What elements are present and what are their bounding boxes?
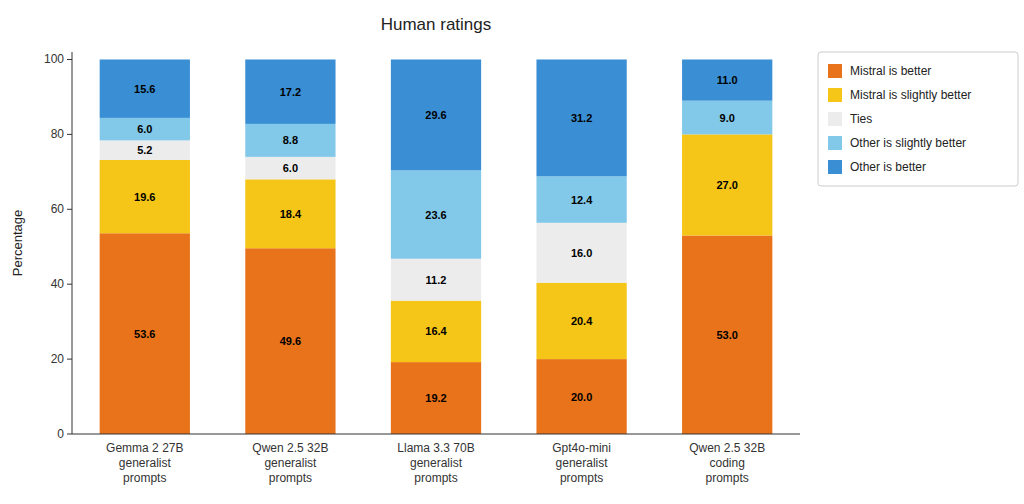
chart-svg: Human ratings 53.6 49.6 19.2 20.0 53.0 19.6 18.… bbox=[0, 0, 1024, 504]
data-label: 8.8 bbox=[283, 134, 298, 146]
data-label: 11.0 bbox=[717, 74, 738, 86]
bar-segment bbox=[682, 236, 772, 434]
bar-segment bbox=[245, 157, 335, 179]
bar-segment bbox=[245, 248, 335, 434]
bar-segment bbox=[391, 362, 481, 434]
bar-segment bbox=[682, 59, 772, 100]
data-label: 15.6 bbox=[134, 83, 155, 95]
legend-label: Other is better bbox=[850, 160, 926, 174]
legend-swatch bbox=[828, 64, 842, 78]
y-tick bbox=[67, 359, 72, 360]
y-tick bbox=[67, 134, 72, 135]
x-tick-label: Qwen 2.5 32Bcodingprompts bbox=[689, 441, 765, 485]
data-label: 16.4 bbox=[425, 325, 447, 337]
data-label: 23.6 bbox=[425, 209, 446, 221]
y-tick-label: 20 bbox=[51, 352, 65, 366]
bar-segment bbox=[100, 233, 190, 434]
data-label: 27.0 bbox=[716, 179, 737, 191]
data-label: 29.6 bbox=[425, 109, 446, 121]
data-labels: 53.6 49.6 19.2 20.0 53.0 19.6 18.4 16.4 20.4 27.0… bbox=[134, 74, 738, 404]
y-axis-label: Percentage bbox=[10, 210, 25, 277]
y-tick bbox=[67, 284, 72, 285]
data-label: 31.2 bbox=[571, 112, 592, 124]
y-tick bbox=[67, 434, 72, 435]
data-label: 5.2 bbox=[137, 144, 152, 156]
data-label: 49.6 bbox=[280, 335, 301, 347]
axes: 0 20 40 60 80 100 Gemma 2 27Bgeneralistprompts… bbox=[44, 52, 800, 485]
x-tick-label: Qwen 2.5 32Bgeneralistprompts bbox=[252, 441, 328, 485]
data-label: 20.0 bbox=[571, 391, 592, 403]
chart-container: Human ratings 53.6 49.6 19.2 20.0 53.0 19.6 18.… bbox=[0, 0, 1024, 504]
legend-label: Mistral is better bbox=[850, 64, 931, 78]
bar-segment bbox=[391, 301, 481, 362]
x-tick-label: Gemma 2 27Bgeneralistprompts bbox=[106, 441, 183, 485]
data-label: 17.2 bbox=[280, 86, 301, 98]
x-tick-label: Llama 3.3 70Bgeneralistprompts bbox=[397, 441, 474, 485]
chart-title: Human ratings bbox=[381, 15, 492, 34]
bar-segment bbox=[100, 140, 190, 159]
data-label: 11.2 bbox=[426, 274, 447, 286]
bar-segment bbox=[536, 223, 626, 283]
bar-segment bbox=[245, 59, 335, 123]
bar-segment bbox=[536, 359, 626, 434]
legend-swatch bbox=[828, 136, 842, 150]
legend-label: Mistral is slightly better bbox=[850, 88, 971, 102]
data-label: 20.4 bbox=[571, 315, 593, 327]
legend-swatch bbox=[828, 112, 842, 126]
x-axis-line bbox=[72, 434, 800, 435]
y-tick bbox=[67, 209, 72, 210]
bar-segment bbox=[391, 59, 481, 170]
data-label: 6.0 bbox=[283, 162, 298, 174]
bars bbox=[100, 59, 773, 434]
bar-segment bbox=[536, 59, 626, 176]
data-label: 19.6 bbox=[134, 191, 155, 203]
bar-segment bbox=[536, 176, 626, 222]
legend-swatch bbox=[828, 88, 842, 102]
bar-segment bbox=[245, 124, 335, 157]
background bbox=[0, 0, 1024, 504]
x-tick-label: Gpt4o-minigeneralistprompts bbox=[552, 441, 611, 485]
data-label: 9.0 bbox=[720, 112, 735, 124]
data-label: 12.4 bbox=[571, 194, 593, 206]
y-tick-label: 100 bbox=[44, 52, 64, 66]
data-label: 18.4 bbox=[280, 208, 302, 220]
y-tick-label: 80 bbox=[51, 127, 65, 141]
y-tick bbox=[67, 59, 72, 60]
bar-segment bbox=[100, 59, 190, 117]
bar-segment bbox=[682, 101, 772, 135]
bar-segment bbox=[100, 118, 190, 140]
data-label: 19.2 bbox=[425, 392, 446, 404]
bar-segment bbox=[682, 134, 772, 235]
legend: Mistral is better Mistral is slightly bet… bbox=[818, 52, 1018, 186]
data-label: 53.6 bbox=[134, 328, 155, 340]
bar-segment bbox=[391, 259, 481, 301]
bar-segment bbox=[391, 170, 481, 258]
data-label: 6.0 bbox=[137, 123, 152, 135]
data-label: 53.0 bbox=[716, 329, 737, 341]
bar-segment bbox=[100, 160, 190, 233]
y-tick-label: 0 bbox=[57, 427, 64, 441]
y-axis-line bbox=[72, 52, 73, 434]
legend-label: Ties bbox=[850, 112, 872, 126]
legend-frame bbox=[818, 52, 1018, 186]
legend-swatch bbox=[828, 160, 842, 174]
bar-segment bbox=[536, 283, 626, 359]
y-tick-label: 40 bbox=[51, 277, 65, 291]
y-tick-label: 60 bbox=[51, 202, 65, 216]
bar-segment bbox=[245, 179, 335, 248]
legend-label: Other is slightly better bbox=[850, 136, 966, 150]
data-label: 16.0 bbox=[571, 247, 592, 259]
